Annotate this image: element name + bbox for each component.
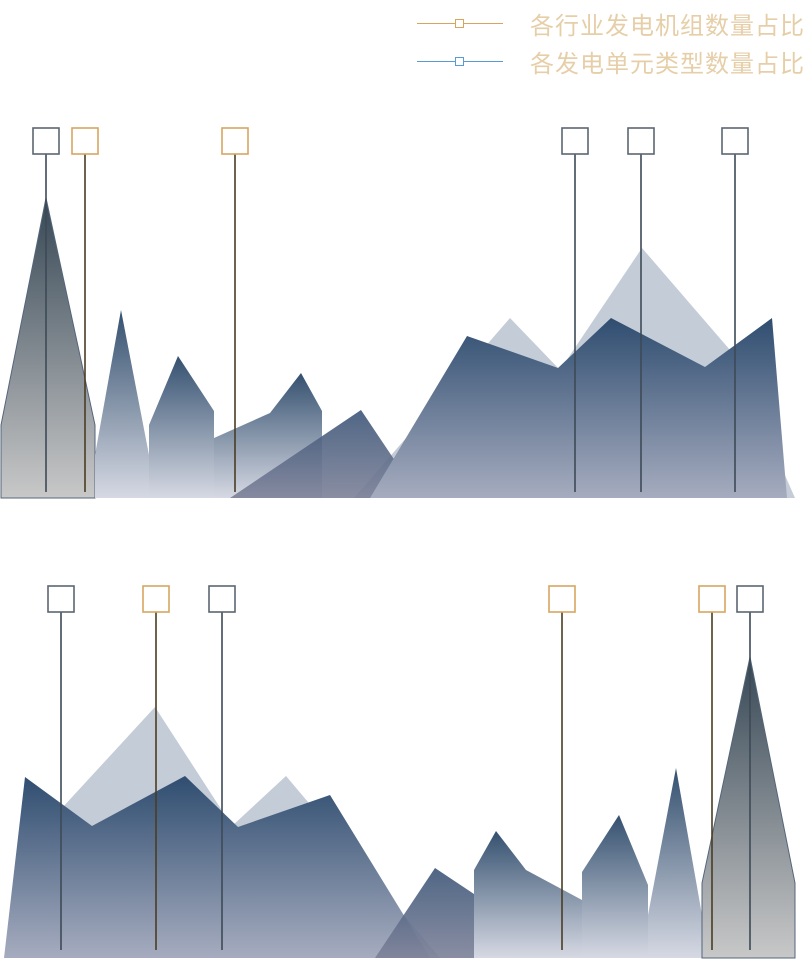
legend-square-icon: [455, 19, 464, 28]
markers-layer: [32, 127, 764, 950]
bottom-marker-box-unit-0[interactable]: [47, 585, 75, 613]
legend-item-industry[interactable]: 各行业发电机组数量占比: [405, 4, 805, 42]
bottom-marker-box-industry-1[interactable]: [142, 585, 170, 613]
top-peak-2: [95, 310, 149, 498]
bottom-marker-box-industry-4[interactable]: [698, 585, 726, 613]
bottom-marker-box-industry-3[interactable]: [548, 585, 576, 613]
legend-label-unit: 各发电单元类型数量占比: [530, 50, 805, 78]
bottom-marker-box-unit-2[interactable]: [208, 585, 236, 613]
bottom-mountains: [4, 656, 796, 959]
top-grey-peak: [0, 197, 96, 499]
bottom-peak-4: [474, 831, 582, 958]
top-peak-3: [149, 356, 214, 498]
bottom-big-ridge: [4, 776, 430, 958]
legend: 各行业发电机组数量占比 各发电单元类型数量占比: [405, 4, 805, 80]
top-marker-box-industry-2[interactable]: [221, 127, 249, 155]
top-marker-box-unit-0[interactable]: [32, 127, 60, 155]
top-marker-box-unit-5[interactable]: [721, 127, 749, 155]
top-mountains: [0, 197, 795, 499]
legend-label-industry: 各行业发电机组数量占比: [530, 12, 805, 40]
legend-square-icon: [455, 57, 464, 66]
bottom-peak-3: [582, 815, 648, 958]
bottom-peak-2: [648, 768, 702, 958]
top-big-ridge: [370, 318, 787, 498]
bottom-marker-box-unit-5[interactable]: [736, 585, 764, 613]
legend-item-unit[interactable]: 各发电单元类型数量占比: [405, 42, 805, 80]
top-marker-box-unit-3[interactable]: [561, 127, 589, 155]
bottom-grey-peak: [701, 656, 796, 959]
top-peak-5: [230, 410, 420, 498]
top-marker-box-industry-1[interactable]: [71, 127, 99, 155]
top-marker-box-unit-4[interactable]: [627, 127, 655, 155]
